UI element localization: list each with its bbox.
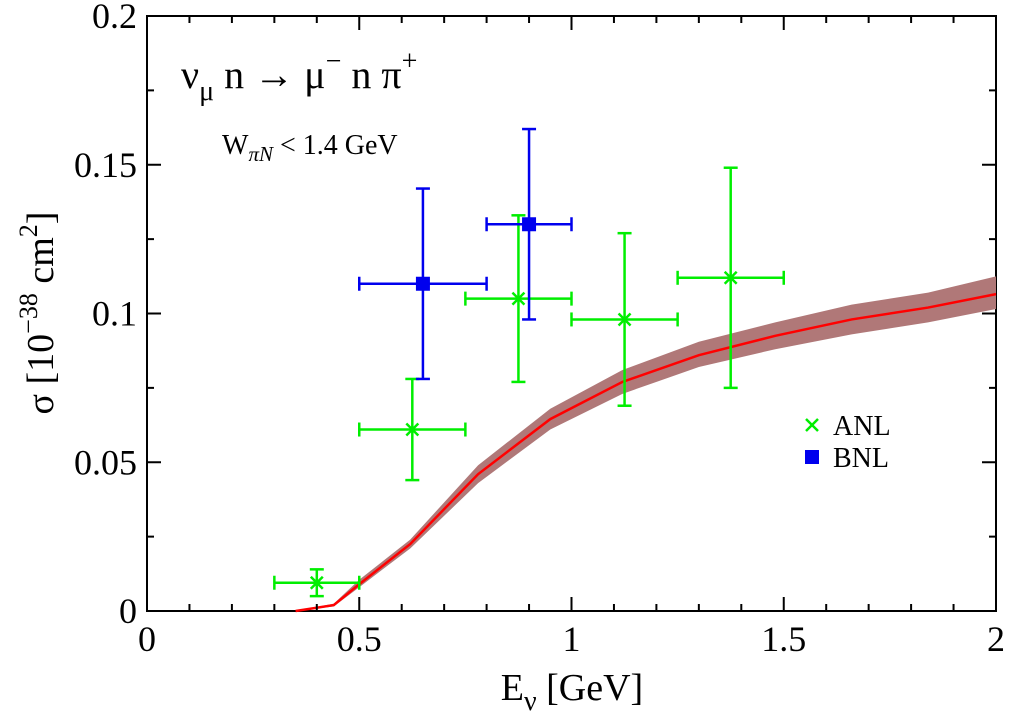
legend-marker-bnl (805, 450, 819, 464)
anl-data-point (676, 166, 785, 390)
anl-marker (723, 270, 738, 285)
y-tick-label: 0 (119, 591, 137, 631)
y-tick-label: 0.2 (92, 0, 137, 36)
x-tick-label: 0 (138, 619, 156, 659)
y-axis-label: σ [10−38 cm2] (14, 212, 62, 415)
bnl-marker (415, 276, 430, 291)
anl-data-point (464, 214, 573, 384)
axis-ticks-layer: 0 0.5 1 1.5 2 0 0.05 0.1 0.15 0.2 (74, 0, 1005, 659)
legend-entry-anl: ANL (805, 411, 891, 442)
x-axis-label: Eν [GeV] (501, 667, 643, 717)
anl-data-point (358, 377, 467, 482)
y-tick-label: 0.05 (74, 442, 137, 482)
x-tick-label: 1.5 (761, 619, 806, 659)
anl-data-point (273, 568, 361, 598)
anl-marker (511, 291, 526, 306)
anl-marker (309, 575, 324, 590)
model-band-layer (295, 276, 996, 611)
bnl-marker (522, 217, 537, 232)
data-points-layer (273, 127, 785, 598)
model-line-layer (295, 292, 997, 613)
cut-annotation: WπN < 1.4 GeV (222, 130, 398, 166)
reaction-annotation: νμ n → μ− n π+ (181, 46, 417, 107)
legend-entry-bnl: BNL (805, 443, 889, 474)
y-tick-label: 0.15 (74, 145, 137, 185)
legend-label-anl: ANL (833, 411, 891, 442)
x-tick-label: 0.5 (337, 619, 382, 659)
y-tick-label: 0.1 (92, 294, 137, 334)
bnl-data-point (485, 127, 573, 321)
bnl-data-point (358, 187, 488, 381)
x-tick-label: 1 (563, 619, 581, 659)
anl-marker (617, 312, 632, 327)
anl-marker (405, 422, 420, 437)
x-tick-label: 2 (987, 619, 1005, 659)
model-uncertainty-band (295, 276, 996, 611)
legend-label-bnl: BNL (833, 443, 889, 474)
anl-data-point (570, 231, 679, 407)
model-curve (295, 292, 997, 613)
legend-marker-anl (805, 418, 819, 432)
